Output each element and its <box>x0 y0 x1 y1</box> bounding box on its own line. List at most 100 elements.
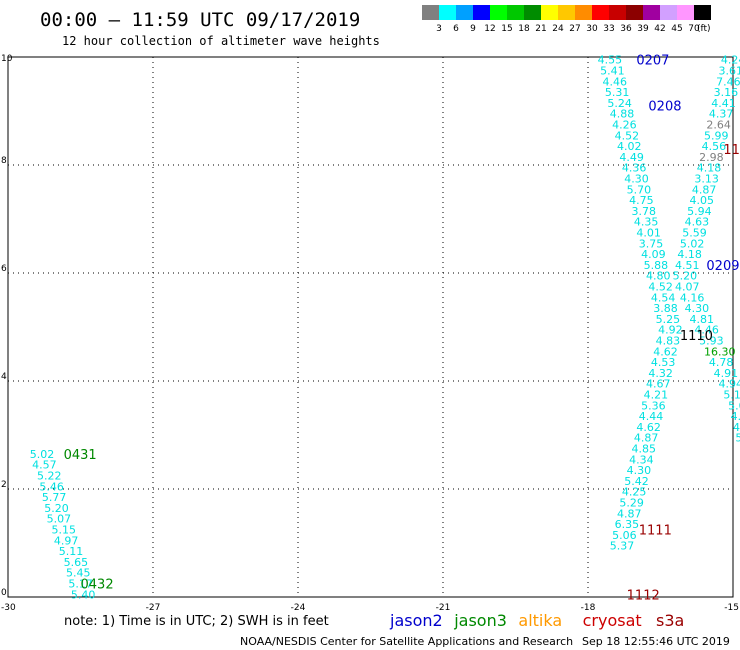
wave-height-point: 4.88 <box>610 108 635 121</box>
wave-height-point: 4.55 <box>598 54 623 67</box>
wave-height-point: 3.61 <box>719 65 740 78</box>
color-bin-label: 70 <box>688 24 700 34</box>
track-label: 1110 <box>723 143 740 158</box>
wave-height-point: 4.18 <box>697 162 722 175</box>
satellite-legend-item: s3a <box>656 611 684 630</box>
wave-height-point: 5.41 <box>600 65 625 78</box>
wave-height-point: 4.63 <box>685 216 710 229</box>
wave-height-point: 4.87 <box>634 432 659 445</box>
color-bin-label: 30 <box>586 24 598 34</box>
wave-height-point: 5 <box>735 432 740 445</box>
wave-height-point: 5.99 <box>704 129 729 142</box>
wave-height-point: 4.85 <box>632 443 657 456</box>
color-bin-label: 15 <box>501 24 512 34</box>
color-bin <box>643 5 660 20</box>
wave-height-point: 4.30 <box>624 173 649 186</box>
wave-height-point: 5.40 <box>71 588 96 601</box>
wave-height-point: 5.20 <box>44 502 69 515</box>
wave-height-point: 6.35 <box>615 518 640 531</box>
color-bin <box>626 5 643 20</box>
satellite-legend: jason2 jason3 altika cryosat s3a <box>389 611 684 630</box>
wave-height-point: 4.94 <box>719 378 740 391</box>
wave-height-point: 5.88 <box>644 259 669 272</box>
wave-height-point: 4.9 <box>731 410 740 423</box>
wave-height-point: 4.21 <box>644 389 669 402</box>
y-tick-labels: 0 2 4 6 8 10 <box>1 54 13 598</box>
wave-height-point: 5.31 <box>605 86 630 99</box>
color-bin-label: 27 <box>569 24 580 34</box>
wave-height-point: 5.59 <box>682 227 707 240</box>
color-bin <box>609 5 626 20</box>
x-tick-label: -18 <box>581 603 596 613</box>
wave-height-point: 4.92 <box>658 324 683 337</box>
wave-height-point: 4.54 <box>651 291 676 304</box>
wave-height-point: 4.41 <box>711 97 736 110</box>
color-bin <box>439 5 456 20</box>
color-bin <box>575 5 592 20</box>
wave-height-point: 4.02 <box>617 140 642 153</box>
color-bin-label: 12 <box>484 24 495 34</box>
wave-height-point: 4.34 <box>629 453 654 466</box>
wave-height-point: 4.49 <box>619 151 644 164</box>
wave-height-point: 3.13 <box>694 173 719 186</box>
color-bin-label: 45 <box>671 24 682 34</box>
satellite-legend-item: cryosat <box>583 611 642 630</box>
wave-height-point: 3.78 <box>632 205 657 218</box>
wave-height-point: 4.56 <box>702 140 727 153</box>
chart-subtitle: 12 hour collection of altimeter wave hei… <box>62 34 380 48</box>
wave-height-point: 4.75 <box>629 194 654 207</box>
x-tick-label: -24 <box>291 603 306 613</box>
wave-height-point: 4.62 <box>653 345 678 358</box>
color-bin-label: 6 <box>453 24 459 34</box>
color-bin <box>507 5 524 20</box>
color-bin <box>422 5 439 20</box>
wave-height-point: 5.14 <box>723 389 740 402</box>
x-tick-labels: -30 -27 -24 -21 -18 -15 <box>1 603 739 613</box>
wave-height-point: 5.94 <box>687 205 712 218</box>
wave-height-point: 4.67 <box>646 378 671 391</box>
color-bin-label: 24 <box>552 24 564 34</box>
track-label: 1112 <box>627 588 660 603</box>
track-label: 0432 <box>81 578 114 593</box>
wave-height-point: 5.11 <box>59 545 84 558</box>
wave-height-point: 5.36 <box>641 399 666 412</box>
wave-height-point: 4.78 <box>709 356 734 369</box>
color-bin-label: 3 <box>436 24 442 34</box>
satellite-legend-item: jason3 <box>453 611 507 630</box>
wave-height-point: 4. <box>733 421 740 434</box>
wave-height-point: 4.35 <box>634 216 659 229</box>
y-tick-label: 2 <box>1 480 7 490</box>
wave-height-point: 4.36 <box>622 162 647 175</box>
track-label: 1110 <box>680 329 713 344</box>
wave-height-point: 3.75 <box>639 237 664 250</box>
y-tick-label: 4 <box>1 372 7 382</box>
color-bin <box>456 5 473 20</box>
wave-height-point: 5.05 <box>728 399 740 412</box>
wave-height-point: 5.29 <box>619 497 644 510</box>
color-bin-label: 39 <box>637 24 649 34</box>
wave-height-point: 4.09 <box>641 248 666 261</box>
wave-height-point: 16.30 <box>704 345 736 358</box>
color-bin-label: 33 <box>603 24 614 34</box>
wave-height-point: 4.32 <box>648 367 673 380</box>
track-label: 0208 <box>648 100 681 115</box>
wave-height-point: 4.26 <box>612 119 637 132</box>
y-tick-label: 10 <box>1 54 13 64</box>
color-scale-legend: 3 6 9 12 15 18 21 24 27 30 33 36 39 42 45 70(ft) <box>422 5 711 34</box>
track-label: 0209 <box>706 259 739 274</box>
color-bin <box>677 5 694 20</box>
color-bin-label: 18 <box>518 24 530 34</box>
wave-height-point: 4.25 <box>622 486 647 499</box>
wave-height-point: 4.30 <box>627 464 652 477</box>
wave-height-point: 4.24 <box>721 54 740 67</box>
track-labels: 0431 0432 0207 0208 0209 1110 1110 1111 1112 <box>64 54 740 604</box>
wave-height-point: 5.45 <box>66 567 91 580</box>
wave-height-point: 4.07 <box>675 281 700 294</box>
wave-height-point: 5.22 <box>37 470 62 483</box>
wave-height-point: 3.16 <box>714 86 739 99</box>
wave-height-point: 4.01 <box>636 227 661 240</box>
wave-height-point: 5.07 <box>47 513 72 526</box>
wave-height-point: 2.98 <box>699 151 724 164</box>
wave-height-point: 2.64 <box>706 119 731 132</box>
